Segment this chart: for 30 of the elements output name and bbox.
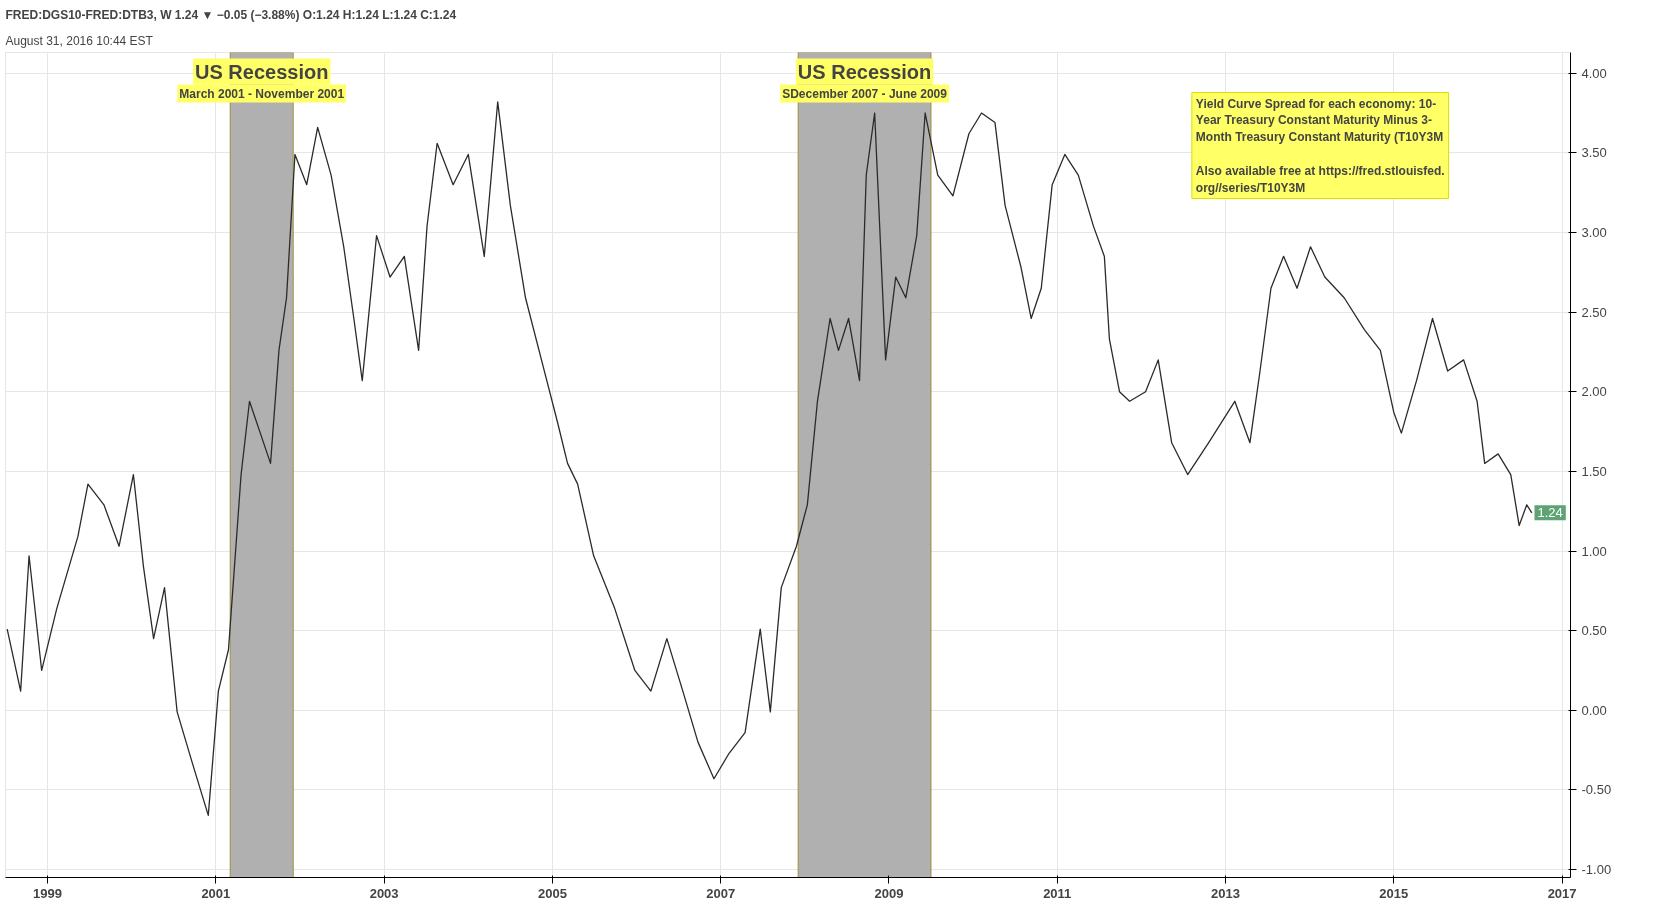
annotation: 1.24 <box>1537 505 1563 521</box>
x-tick-label: 2013 <box>1211 885 1240 901</box>
y-tick-label: -0.50 <box>1581 782 1612 798</box>
text: Yield Curve Spread for each economy: 10- Year Treasury Constant Maturity Minus 3- Month Treasury Constant Maturity (T10Y3M Also available free at https://fred.stlouisfed. org//series/T10Y3M <box>1195 96 1445 195</box>
annotation: US Recession <box>797 60 932 83</box>
y-tick-label: 0.00 <box>1581 702 1607 718</box>
x-tick-label: 1999 <box>33 885 63 901</box>
x-tick-label: 2001 <box>201 885 231 901</box>
x-tick-label: 2011 <box>1043 885 1072 901</box>
x-tick-label: 2003 <box>369 885 399 901</box>
x-tick-label: 2015 <box>1379 885 1409 901</box>
y-tick-label: 2.00 <box>1581 384 1607 400</box>
chart-subtitle: August 31, 2016 10:44 EST <box>5 33 154 48</box>
annotation: US Recession <box>195 60 329 83</box>
annotation: SDecember 2007 - June 2009 <box>782 86 948 101</box>
x-tick-label: 2017 <box>1547 885 1577 901</box>
y-tick-label: 2.50 <box>1581 304 1607 320</box>
chart-title: FRED:DGS10-FRED:DTB3, W 1.24 ▼ −0.05 (−3.88%) O:1.24 H:1.24 L:1.24 C:1.24 <box>5 7 457 22</box>
y-tick-label: -1.00 <box>1581 862 1612 878</box>
x-tick-label: 2005 <box>537 885 567 901</box>
y-tick-label: 1.50 <box>1581 463 1607 479</box>
x-tick-label: 2009 <box>874 885 904 901</box>
y-tick-label: 1.00 <box>1581 543 1607 559</box>
y-tick-label: 4.00 <box>1581 65 1607 81</box>
y-tick-label: 3.50 <box>1581 145 1607 161</box>
y-tick-label: 3.00 <box>1581 224 1607 240</box>
x-tick-label: 2007 <box>706 885 736 901</box>
y-tick-label: 0.50 <box>1581 623 1607 639</box>
line-series <box>6 101 1533 817</box>
annotation: March 2001 - November 2001 <box>179 86 345 101</box>
